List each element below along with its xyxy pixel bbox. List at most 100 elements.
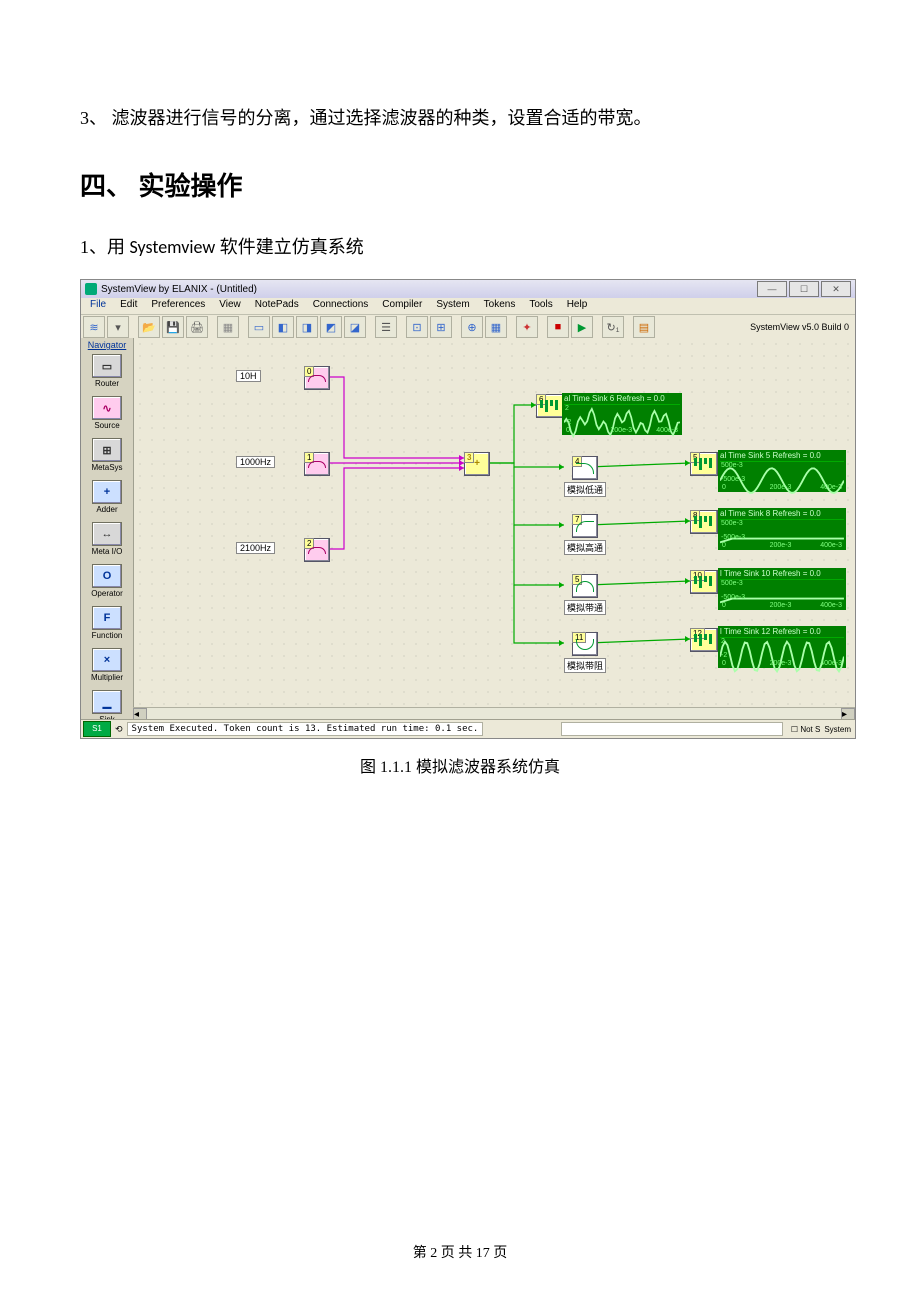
menu-compiler[interactable]: Compiler [375, 298, 429, 314]
save-icon[interactable]: 💾 [162, 316, 184, 338]
navigator-label: Navigator [88, 340, 127, 350]
node-icon[interactable]: ✦ [516, 316, 538, 338]
loop-icon[interactable]: ↻₁ [602, 316, 624, 338]
token-snk8[interactable]: 8 [690, 510, 718, 534]
list-icon[interactable]: ☰ [375, 316, 397, 338]
main-area: Navigator ▭Router∿Source⊞MetaSys+Adder↔M… [81, 338, 855, 720]
menu-view[interactable]: View [212, 298, 248, 314]
operator-palette[interactable]: O [92, 564, 122, 588]
tok3-icon[interactable]: ◨ [296, 316, 318, 338]
token-flt7-label: 模拟高通 [564, 540, 606, 555]
grid2-icon[interactable]: ▦ [485, 316, 507, 338]
clock-icon[interactable]: ⊕ [461, 316, 483, 338]
adder-palette-label: Adder [96, 505, 117, 514]
operator-palette-label: Operator [91, 589, 123, 598]
menubar: FileEditPreferencesViewNotePadsConnectio… [81, 298, 855, 315]
menu-help[interactable]: Help [560, 298, 595, 314]
maximize-button[interactable]: ☐ [789, 281, 819, 297]
page-footer: 第 2 页 共 17 页 [0, 1242, 920, 1262]
metasys-palette[interactable]: ⊞ [92, 438, 122, 462]
tiles-icon[interactable]: ▤ [633, 316, 655, 338]
statusbar: S1 ⟲ System Executed. Token count is 13.… [81, 719, 855, 738]
status-s1-badge: S1 [83, 721, 111, 737]
token-snk12[interactable]: 12 [690, 628, 718, 652]
token-palette: Navigator ▭Router∿Source⊞MetaSys+Adder↔M… [81, 338, 134, 720]
router-palette[interactable]: ▭ [92, 354, 122, 378]
substep-1: 1、用 Systemview 软件建立仿真系统 [80, 233, 840, 259]
token-src2[interactable]: 2 [304, 538, 330, 562]
token-snk10[interactable]: 10 [690, 570, 718, 594]
open-icon[interactable]: 📂 [138, 316, 160, 338]
token-flt4-label: 模拟低通 [564, 482, 606, 497]
source-palette[interactable]: ∿ [92, 396, 122, 420]
multiplier-palette[interactable]: × [92, 648, 122, 672]
tok2-icon[interactable]: ◧ [272, 316, 294, 338]
document-page: 3、 滤波器进行信号的分离，通过选择滤波器的种类，设置合适的带宽。 四、 实验操… [0, 0, 920, 1302]
heading-4: 四、 实验操作 [80, 166, 840, 203]
close-button[interactable]: ✕ [821, 281, 851, 297]
token-flt11[interactable]: 11模拟带阻 [564, 632, 606, 673]
app-logo-icon [85, 283, 97, 295]
panel1-icon[interactable]: ⊡ [406, 316, 428, 338]
substep-suffix: 软件建立仿真系统 [215, 237, 364, 257]
window-title: SystemView by ELANIX - (Untitled) [101, 284, 257, 295]
version-label: SystemView v5.0 Build 0 [750, 322, 853, 332]
software-name: Systemview [130, 236, 216, 258]
tok1-icon[interactable]: ▭ [248, 316, 270, 338]
token-src1[interactable]: 1 [304, 452, 330, 476]
token-flt11-label: 模拟带阻 [564, 658, 606, 673]
sink-palette[interactable]: ▁ [92, 690, 122, 714]
function-palette[interactable]: F [92, 606, 122, 630]
toolbar: ≋▾📂💾🖨▦▭◧◨◩◪☰⊡⊞⊕▦✦■▶↻₁▤SystemView v5.0 Bu… [81, 315, 855, 340]
menu-tools[interactable]: Tools [522, 298, 559, 314]
multiplier-palette-label: Multiplier [91, 673, 123, 682]
metaio-palette[interactable]: ↔ [92, 522, 122, 546]
token-snk5[interactable]: 5 [690, 452, 718, 476]
token-src0[interactable]: 0 [304, 366, 330, 390]
metasys-palette-label: MetaSys [91, 463, 122, 472]
tok5-icon[interactable]: ◪ [344, 316, 366, 338]
token-adder[interactable]: 3+ [464, 452, 490, 476]
menu-edit[interactable]: Edit [113, 298, 144, 314]
status-message: System Executed. Token count is 13. Esti… [127, 722, 484, 736]
menu-file[interactable]: File [83, 298, 113, 314]
substep-prefix: 1、用 [80, 237, 130, 257]
disp-8: al Time Sink 8 Refresh = 0.0500e-3-500e-… [718, 508, 846, 550]
token-flt4[interactable]: 4模拟低通 [564, 456, 606, 497]
freq-2: 2100Hz [236, 542, 275, 554]
disp-10: l Time Sink 10 Refresh = 0.0500e-3-500e-… [718, 568, 846, 610]
grid-icon[interactable]: ▦ [217, 316, 239, 338]
disp-5r: al Time Sink 5 Refresh = 0.0500e-3-500e-… [718, 450, 846, 492]
token-flt5[interactable]: 5模拟带通 [564, 574, 606, 615]
token-flt5-label: 模拟带通 [564, 600, 606, 615]
zoom-icon[interactable]: ≋ [83, 316, 105, 338]
menu-preferences[interactable]: Preferences [144, 298, 212, 314]
stop-icon[interactable]: ■ [547, 316, 569, 338]
token-sink6[interactable]: 6 [536, 394, 564, 418]
minimize-button[interactable]: — [757, 281, 787, 297]
status-indicator-2: System [822, 725, 853, 734]
window-titlebar: SystemView by ELANIX - (Untitled) — ☐ ✕ [81, 280, 855, 298]
menu-system[interactable]: System [429, 298, 476, 314]
freq-0: 10H [236, 370, 261, 382]
dropdown-icon[interactable]: ▾ [107, 316, 129, 338]
status-slot [561, 722, 783, 736]
menu-connections[interactable]: Connections [306, 298, 376, 314]
systemview-screenshot: SystemView by ELANIX - (Untitled) — ☐ ✕ … [80, 279, 856, 739]
token-flt7[interactable]: 7模拟高通 [564, 514, 606, 555]
disp-6: al Time Sink 6 Refresh = 0.02-20200e-340… [562, 393, 682, 435]
menu-notepads[interactable]: NotePads [248, 298, 306, 314]
router-palette-label: Router [95, 379, 119, 388]
metaio-palette-label: Meta I/O [92, 547, 123, 556]
run-icon[interactable]: ▶ [571, 316, 593, 338]
function-palette-label: Function [92, 631, 123, 640]
print-icon[interactable]: 🖨 [186, 316, 208, 338]
tok4-icon[interactable]: ◩ [320, 316, 342, 338]
design-canvas[interactable]: 10H1000Hz2100Hz0123+64模拟低通7模拟高通5模拟带通11模拟… [134, 338, 855, 720]
panel2-icon[interactable]: ⊞ [430, 316, 452, 338]
paragraph-3: 3、 滤波器进行信号的分离，通过选择滤波器的种类，设置合适的带宽。 [80, 100, 840, 136]
menu-tokens[interactable]: Tokens [477, 298, 523, 314]
adder-palette[interactable]: + [92, 480, 122, 504]
disp-12: l Time Sink 12 Refresh = 0.02-20200e-340… [718, 626, 846, 668]
source-palette-label: Source [94, 421, 119, 430]
